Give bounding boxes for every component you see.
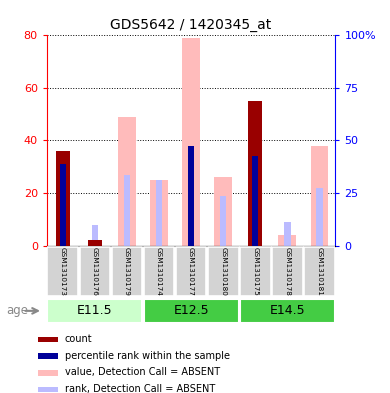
Bar	[248, 101, 262, 246]
Text: GSM1310175: GSM1310175	[252, 247, 258, 296]
Text: GSM1310179: GSM1310179	[124, 247, 130, 296]
Bar	[38, 336, 57, 342]
FancyBboxPatch shape	[272, 247, 303, 296]
FancyBboxPatch shape	[240, 247, 271, 296]
Bar	[118, 117, 136, 246]
Bar	[38, 353, 57, 359]
FancyBboxPatch shape	[304, 247, 335, 296]
Text: percentile rank within the sample: percentile rank within the sample	[65, 351, 230, 361]
Bar	[220, 196, 226, 246]
FancyBboxPatch shape	[144, 247, 174, 296]
Bar	[316, 188, 323, 246]
FancyBboxPatch shape	[80, 247, 110, 296]
FancyBboxPatch shape	[208, 247, 239, 296]
Title: GDS5642 / 1420345_at: GDS5642 / 1420345_at	[110, 18, 272, 31]
Bar	[60, 164, 66, 246]
Bar	[252, 156, 258, 246]
Bar	[188, 146, 194, 246]
Bar	[188, 146, 194, 246]
FancyBboxPatch shape	[144, 299, 239, 323]
Text: GSM1310174: GSM1310174	[156, 247, 162, 296]
Text: GSM1310177: GSM1310177	[188, 247, 194, 296]
Bar	[156, 180, 162, 246]
Text: rank, Detection Call = ABSENT: rank, Detection Call = ABSENT	[65, 384, 215, 393]
Bar	[284, 222, 291, 246]
FancyBboxPatch shape	[48, 299, 142, 323]
Text: GSM1310178: GSM1310178	[284, 247, 290, 296]
FancyBboxPatch shape	[48, 247, 78, 296]
Text: GSM1310181: GSM1310181	[316, 247, 323, 296]
Bar	[92, 224, 98, 246]
Bar	[215, 177, 232, 246]
Bar	[150, 180, 168, 246]
Bar	[38, 387, 57, 392]
Text: value, Detection Call = ABSENT: value, Detection Call = ABSENT	[65, 367, 220, 377]
Text: GSM1310180: GSM1310180	[220, 247, 226, 296]
FancyBboxPatch shape	[240, 299, 335, 323]
Bar	[124, 174, 130, 246]
Bar	[310, 146, 328, 246]
Bar	[38, 370, 57, 376]
Bar	[88, 241, 102, 246]
Text: age: age	[6, 304, 28, 318]
Text: E12.5: E12.5	[173, 304, 209, 318]
FancyBboxPatch shape	[176, 247, 206, 296]
Bar	[182, 38, 200, 246]
FancyBboxPatch shape	[112, 247, 142, 296]
Bar	[278, 235, 296, 246]
Bar	[56, 151, 70, 246]
Text: count: count	[65, 334, 92, 344]
Text: E11.5: E11.5	[77, 304, 113, 318]
Text: GSM1310173: GSM1310173	[60, 247, 66, 296]
Text: E14.5: E14.5	[269, 304, 305, 318]
Text: GSM1310176: GSM1310176	[92, 247, 98, 296]
